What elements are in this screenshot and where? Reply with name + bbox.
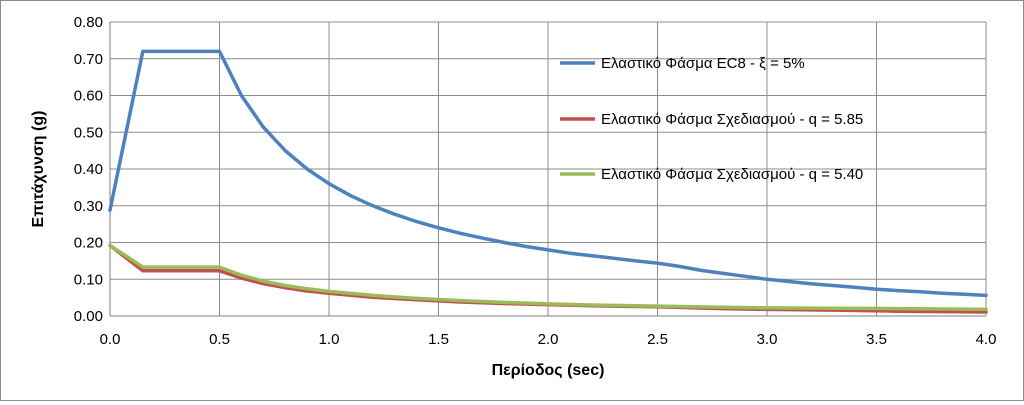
y-tick-label: 0.50 [74,124,103,141]
legend-label-2: Ελαστικό Φάσμα Σχεδιασμού - q = 5.85 [601,111,863,128]
legend: Ελαστικό Φάσμα EC8 - ξ = 5% Ελαστικό Φάσμ… [560,55,863,183]
y-tick-label: 0.00 [74,308,103,325]
y-tick-label: 0.30 [74,198,103,215]
x-tick-label: 0.0 [100,331,121,348]
legend-label-3: Ελαστικό Φάσμα Σχεδιασμού - q = 5.40 [601,166,863,183]
x-tick-label: 0.5 [209,331,230,348]
x-tick-label: 2.0 [538,331,559,348]
series-line-3 [108,243,988,312]
series-lines [108,49,988,314]
y-tick-label: 0.80 [74,14,103,31]
y-tick-label: 0.10 [74,271,103,288]
x-tick-label: 3.5 [866,331,887,348]
y-tick-label: 0.60 [74,88,103,105]
x-tick-label: 3.0 [757,331,778,348]
x-axis-title: Περίοδος (sec) [492,362,605,379]
x-tick-label: 1.0 [319,331,340,348]
x-tick-label: 1.5 [428,331,449,348]
y-tick-label: 0.20 [74,235,103,252]
y-tick-label: 0.40 [74,161,103,178]
gridlines [109,21,987,317]
axes [109,22,986,317]
x-tick-labels: 0.0 0.5 1.0 1.5 2.0 2.5 3.0 3.5 4.0 [100,331,997,348]
x-tick-label: 2.5 [647,331,668,348]
y-tick-labels: 0.00 0.10 0.20 0.30 0.40 0.50 0.60 0.70 0.80 [74,14,103,325]
x-tick-label: 4.0 [976,331,997,348]
series-line-1 [108,49,988,298]
y-axis-title: Επιτάχυνση (g) [30,111,47,228]
y-tick-label: 0.70 [74,51,103,68]
legend-label-1: Ελαστικό Φάσμα EC8 - ξ = 5% [601,55,805,72]
